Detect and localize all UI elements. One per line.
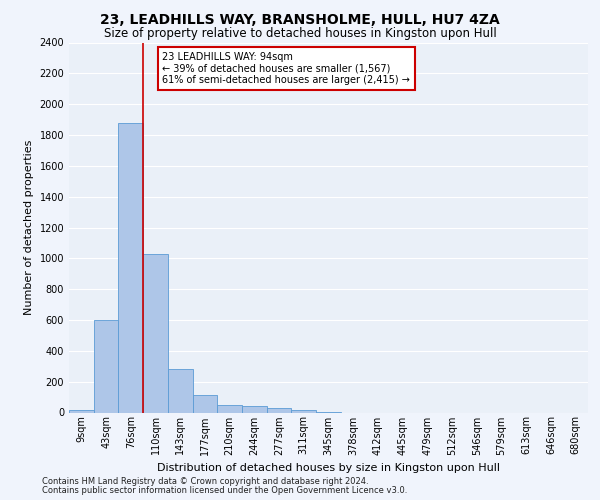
Text: Size of property relative to detached houses in Kingston upon Hull: Size of property relative to detached ho…: [104, 28, 496, 40]
Text: 23, LEADHILLS WAY, BRANSHOLME, HULL, HU7 4ZA: 23, LEADHILLS WAY, BRANSHOLME, HULL, HU7…: [100, 12, 500, 26]
Bar: [94, 320, 118, 412]
Y-axis label: Number of detached properties: Number of detached properties: [24, 140, 34, 315]
Bar: [143, 254, 168, 412]
Bar: [168, 368, 193, 412]
Bar: [267, 408, 292, 412]
Bar: [118, 122, 143, 412]
Bar: [217, 405, 242, 412]
Text: 23 LEADHILLS WAY: 94sqm
← 39% of detached houses are smaller (1,567)
61% of semi: 23 LEADHILLS WAY: 94sqm ← 39% of detache…: [163, 52, 410, 85]
Text: Contains HM Land Registry data © Crown copyright and database right 2024.: Contains HM Land Registry data © Crown c…: [42, 477, 368, 486]
Text: Contains public sector information licensed under the Open Government Licence v3: Contains public sector information licen…: [42, 486, 407, 495]
X-axis label: Distribution of detached houses by size in Kingston upon Hull: Distribution of detached houses by size …: [157, 463, 500, 473]
Bar: [69, 410, 94, 412]
Bar: [292, 410, 316, 412]
Bar: [193, 395, 217, 412]
Bar: [242, 406, 267, 412]
